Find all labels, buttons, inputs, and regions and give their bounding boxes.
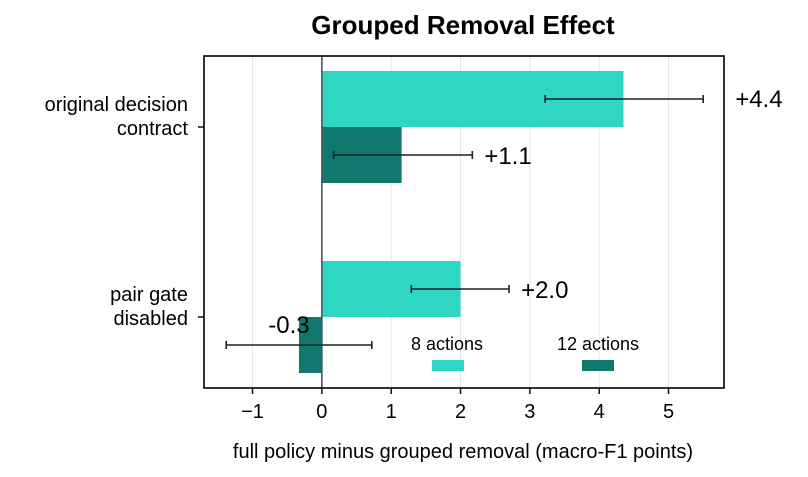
legend-label: 12 actions — [557, 334, 639, 354]
error-bars — [225, 95, 705, 349]
data-label: +4.4 — [735, 86, 782, 113]
category-label: original decision contract — [45, 94, 189, 140]
data-label: -0.3 — [268, 312, 309, 339]
chart-title: Grouped Removal Effect — [311, 10, 615, 40]
bars — [298, 71, 624, 373]
data-labels: +4.4 +2.0 +1.1 -0.3 — [268, 86, 782, 339]
category-label: pair gate disabled — [110, 284, 188, 330]
x-tick-label: −1 — [241, 401, 264, 423]
legend-swatch — [432, 360, 464, 371]
x-tick-label: 4 — [594, 401, 605, 423]
x-tick-label: 0 — [316, 401, 327, 423]
y-axis-ticks: original decision contract pair gate disabl… — [45, 94, 204, 330]
legend-label: 8 actions — [411, 334, 483, 354]
legend-swatch — [582, 360, 614, 371]
x-tick-label: 3 — [524, 401, 535, 423]
x-tick-label: 2 — [455, 401, 466, 423]
x-tick-label: 1 — [386, 401, 397, 423]
x-tick-label: 5 — [663, 401, 674, 423]
data-label: +2.0 — [521, 277, 568, 304]
plot-frame — [203, 55, 725, 389]
category-label-line: original decision — [45, 94, 188, 116]
category-label-line: disabled — [113, 308, 188, 330]
x-axis-label: full policy minus grouped removal (macro… — [233, 441, 693, 463]
category-label-line: pair gate — [110, 284, 188, 306]
category-label-line: contract — [117, 118, 189, 140]
x-axis-ticks: −1 0 1 2 3 4 5 — [241, 388, 674, 423]
data-label: +1.1 — [484, 143, 531, 170]
legend: 8 actions 12 actions — [411, 334, 639, 371]
